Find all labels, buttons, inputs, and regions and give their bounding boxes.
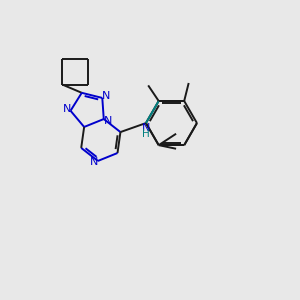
Text: H: H <box>142 130 150 140</box>
Text: N: N <box>103 116 112 125</box>
Text: N: N <box>90 158 98 167</box>
Text: N: N <box>142 124 150 134</box>
Text: N: N <box>102 92 110 101</box>
Text: N: N <box>62 104 71 114</box>
